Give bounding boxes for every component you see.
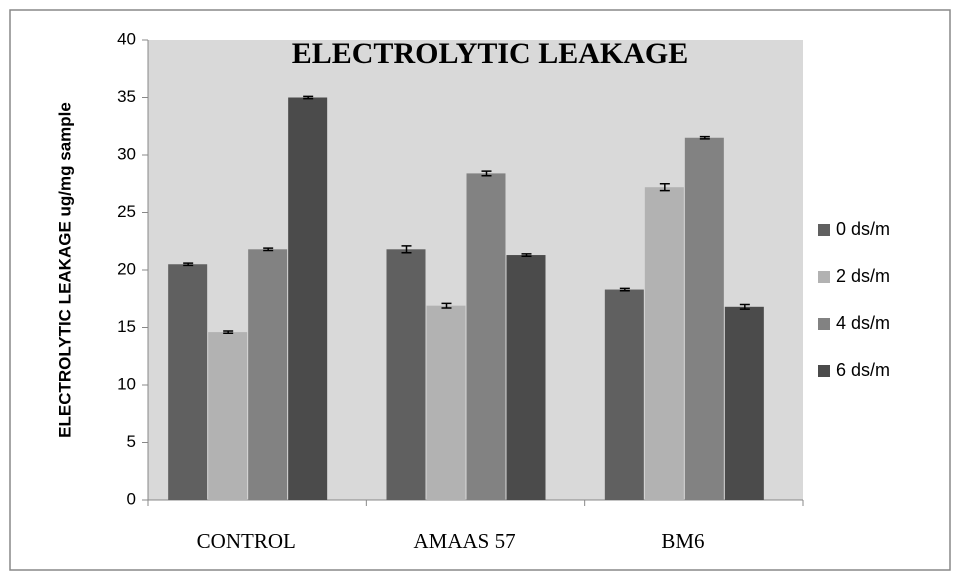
error-bar: [659, 183, 670, 192]
y-tick-label: 10: [117, 374, 136, 393]
y-tick-label: 35: [117, 87, 136, 106]
error-bar: [481, 170, 492, 177]
legend-swatch: [818, 365, 830, 377]
bar: [426, 305, 466, 500]
y-tick-label: 0: [127, 489, 136, 508]
error-bar: [441, 302, 452, 309]
error-bar: [183, 262, 194, 267]
y-tick-label: 25: [117, 202, 136, 221]
bar: [466, 173, 506, 500]
x-tick-label: AMAAS 57: [414, 529, 516, 553]
y-tick-label: 40: [117, 29, 136, 48]
error-bar: [619, 287, 630, 292]
y-axis-label: ELECTROLYTIC LEAKAGE ug/mg sample: [55, 102, 74, 438]
error-bar: [303, 95, 314, 100]
x-tick-label: BM6: [661, 529, 704, 553]
legend-label: 4 ds/m: [836, 313, 890, 333]
bar: [724, 306, 764, 500]
legend-swatch: [818, 271, 830, 283]
legend-label: 0 ds/m: [836, 219, 890, 239]
bar: [684, 137, 724, 500]
bar: [248, 249, 288, 500]
error-bar: [223, 330, 234, 334]
x-tick-label: CONTROL: [197, 529, 296, 553]
error-bar: [401, 245, 412, 254]
y-tick-label: 5: [127, 432, 136, 451]
legend-swatch: [818, 318, 830, 330]
y-tick-label: 15: [117, 317, 136, 336]
bar: [604, 289, 644, 500]
bar: [208, 332, 248, 500]
legend-label: 2 ds/m: [836, 266, 890, 286]
legend-swatch: [818, 224, 830, 236]
chart-title: ELECTROLYTIC LEAKAGE: [292, 37, 689, 70]
y-tick-label: 30: [117, 144, 136, 163]
y-tick-label: 20: [117, 259, 136, 278]
bar: [288, 97, 328, 500]
bar: [386, 249, 426, 500]
error-bar: [699, 135, 710, 140]
error-bar: [739, 303, 750, 310]
error-bar: [263, 247, 274, 252]
bar: [506, 255, 546, 500]
legend-label: 6 ds/m: [836, 360, 890, 380]
bar: [644, 187, 684, 500]
bar: [168, 264, 208, 500]
error-bar: [521, 253, 532, 257]
